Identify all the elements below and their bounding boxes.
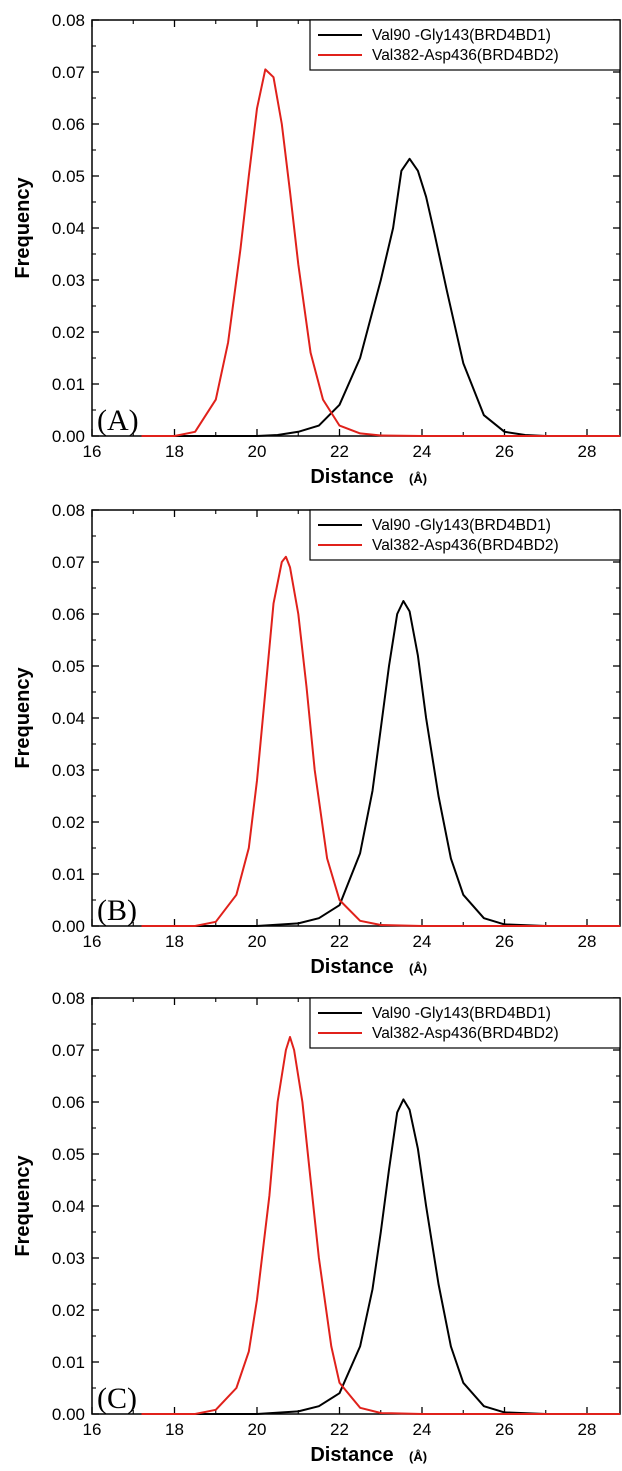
x-axis-unit: (Å) bbox=[409, 471, 427, 486]
x-axis-unit: (Å) bbox=[409, 1449, 427, 1464]
legend-box bbox=[309, 509, 621, 561]
x-axis-title: Distance bbox=[310, 956, 393, 978]
legend-entry: Val90 -Gly143(BRD4BD1) bbox=[372, 517, 551, 534]
x-tick-label: 20 bbox=[248, 932, 267, 951]
y-axis-title: Frequency bbox=[12, 1155, 34, 1257]
series-line-brd4bd1 bbox=[141, 157, 620, 437]
y-tick-label: 0.01 bbox=[52, 375, 85, 394]
panel-label: (A) bbox=[97, 404, 139, 437]
plot-frame bbox=[91, 997, 621, 1415]
panel-label: (C) bbox=[97, 1382, 137, 1415]
x-tick-label: 22 bbox=[330, 1420, 349, 1439]
y-tick-label: 0.05 bbox=[52, 1145, 85, 1164]
chart-panel-a: 0.00 0.01 0.02 0.03 0.04 0.05 0.06 0.07 0.08 16 18… bbox=[12, 11, 621, 488]
x-tick-label: 16 bbox=[83, 932, 102, 951]
x-axis-unit: (Å) bbox=[409, 961, 427, 976]
y-tick-label: 0.07 bbox=[52, 553, 85, 572]
x-tick-label: 24 bbox=[413, 1420, 432, 1439]
series-line-brd4bd2 bbox=[141, 1036, 620, 1415]
y-tick-label: 0.06 bbox=[52, 1093, 85, 1112]
legend-entry: Val382-Asp436(BRD4BD2) bbox=[372, 1025, 559, 1042]
y-tick-label: 0.01 bbox=[52, 1353, 85, 1372]
x-tick-label: 26 bbox=[495, 1420, 514, 1439]
y-tick-label: 0.03 bbox=[52, 1249, 85, 1268]
y-tick-label: 0.07 bbox=[52, 1041, 85, 1060]
y-tick-label: 0.04 bbox=[52, 1197, 85, 1216]
x-tick-label: 16 bbox=[83, 1420, 102, 1439]
y-tick-label: 0.05 bbox=[52, 167, 85, 186]
legend-box bbox=[309, 997, 621, 1049]
x-tick-label: 28 bbox=[578, 442, 597, 461]
x-tick-label: 20 bbox=[248, 1420, 267, 1439]
y-tick-label: 0.03 bbox=[52, 761, 85, 780]
y-tick-label: 0.08 bbox=[52, 989, 85, 1008]
chart-panel-b: 0.00 0.01 0.02 0.03 0.04 0.05 0.06 0.07 0.08 16 18… bbox=[12, 501, 621, 978]
x-tick-label: 22 bbox=[330, 932, 349, 951]
x-tick-label: 18 bbox=[165, 932, 184, 951]
legend-entry: Val90 -Gly143(BRD4BD1) bbox=[372, 27, 551, 44]
y-tick-label: 0.06 bbox=[52, 605, 85, 624]
y-tick-label: 0.07 bbox=[52, 63, 85, 82]
x-tick-label: 22 bbox=[330, 442, 349, 461]
x-tick-label: 20 bbox=[248, 442, 267, 461]
chart-panel-c: 0.00 0.01 0.02 0.03 0.04 0.05 0.06 0.07 0.08 16 18… bbox=[12, 989, 621, 1466]
y-tick-label: 0.03 bbox=[52, 271, 85, 290]
y-tick-label: 0.01 bbox=[52, 865, 85, 884]
y-axis-title: Frequency bbox=[12, 177, 34, 279]
x-tick-label: 28 bbox=[578, 932, 597, 951]
legend-box bbox=[309, 19, 621, 71]
x-tick-label: 18 bbox=[165, 1420, 184, 1439]
y-tick-label: 0.00 bbox=[52, 917, 85, 936]
y-tick-label: 0.08 bbox=[52, 11, 85, 30]
y-tick-label: 0.00 bbox=[52, 427, 85, 446]
y-tick-label: 0.08 bbox=[52, 501, 85, 520]
x-tick-label: 26 bbox=[495, 442, 514, 461]
x-tick-label: 26 bbox=[495, 932, 514, 951]
y-tick-label: 0.00 bbox=[52, 1405, 85, 1424]
series-line-brd4bd2 bbox=[141, 68, 620, 437]
x-tick-label: 28 bbox=[578, 1420, 597, 1439]
y-tick-label: 0.02 bbox=[52, 813, 85, 832]
y-tick-label: 0.04 bbox=[52, 709, 85, 728]
legend-entry: Val382-Asp436(BRD4BD2) bbox=[372, 537, 559, 554]
x-tick-label: 18 bbox=[165, 442, 184, 461]
y-tick-label: 0.02 bbox=[52, 323, 85, 342]
panel-label: (B) bbox=[97, 894, 137, 927]
y-tick-label: 0.06 bbox=[52, 115, 85, 134]
y-axis-title: Frequency bbox=[12, 667, 34, 769]
legend-entry: Val90 -Gly143(BRD4BD1) bbox=[372, 1005, 551, 1022]
series-line-brd4bd1 bbox=[141, 1098, 620, 1415]
legend-entry: Val382-Asp436(BRD4BD2) bbox=[372, 47, 559, 64]
series-line-brd4bd2 bbox=[141, 555, 620, 927]
y-tick-label: 0.04 bbox=[52, 219, 85, 238]
x-tick-label: 24 bbox=[413, 932, 432, 951]
x-tick-label: 24 bbox=[413, 442, 432, 461]
plot-frame bbox=[91, 19, 621, 437]
x-axis-title: Distance bbox=[310, 1444, 393, 1466]
y-tick-label: 0.02 bbox=[52, 1301, 85, 1320]
series-line-brd4bd1 bbox=[141, 600, 620, 927]
y-tick-label: 0.05 bbox=[52, 657, 85, 676]
x-axis-title: Distance bbox=[310, 466, 393, 488]
x-tick-label: 16 bbox=[83, 442, 102, 461]
